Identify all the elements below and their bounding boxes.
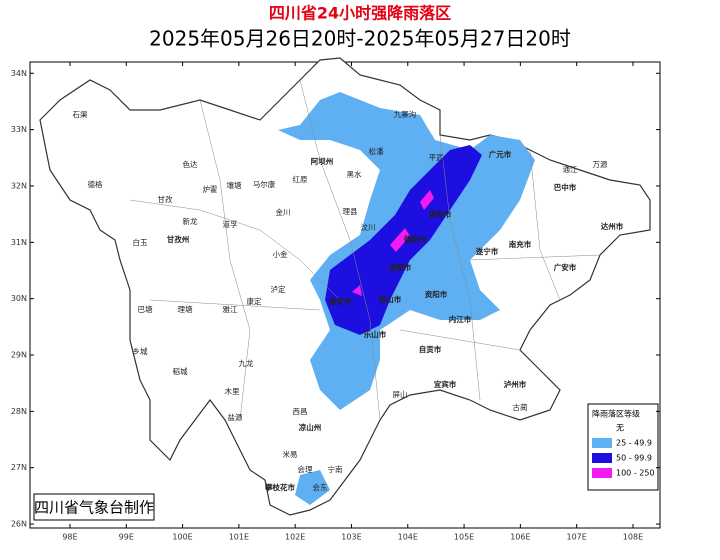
place-label: 汶川 [361,222,376,232]
place-label: 松潘 [369,146,384,156]
place-label: 德格 [88,179,103,189]
place-label: 会理 [298,464,313,474]
legend-swatch [592,468,612,478]
place-label: 理县 [343,207,358,216]
y-tick-label: 28N [11,407,27,416]
legend-label: 50 - 99.9 [616,454,652,463]
legend-title: 降雨落区等级 [592,409,640,419]
legend-label: 无 [616,424,624,433]
x-tick-label: 105E [454,533,474,542]
county-borders [129,79,601,421]
place-label: 甘孜 [158,194,173,204]
x-tick-label: 103E [341,533,361,542]
place-label: 广元市 [489,149,512,159]
x-tick-label: 107E [567,533,587,542]
place-label: 资阳市 [425,289,448,299]
y-tick-label: 34N [11,69,27,78]
map-title: 四川省24小时强降雨落区 [269,4,451,23]
place-label: 凉山州 [299,422,322,432]
place-label: 宜宾市 [434,379,457,389]
place-label: 阿坝州 [311,156,334,166]
place-label: 理塘 [178,304,193,314]
place-label: 眉山市 [379,294,402,304]
place-label: 乡城 [133,347,148,356]
y-tick-label: 30N [11,294,27,303]
place-label: 雅江 [223,304,238,314]
place-label: 巴塘 [138,304,153,314]
x-tick-label: 98E [62,533,77,542]
place-label: 西昌 [293,407,308,416]
place-label: 泸州市 [504,379,527,389]
place-label: 木里 [225,386,240,396]
place-label: 德阳市 [404,234,427,244]
x-tick-label: 104E [398,533,418,542]
place-label: 红原 [293,174,308,184]
legend-swatch [592,453,612,463]
y-tick-label: 29N [11,351,27,360]
place-label: 新龙 [183,216,198,226]
credit-box [33,493,155,521]
place-label: 古蔺 [513,402,528,412]
place-label: 遂宁市 [476,246,499,256]
place-label: 绵阳市 [429,209,452,219]
place-label: 泸定 [271,284,286,294]
rain-zone-100 [352,190,434,296]
y-tick-label: 27N [11,463,27,472]
x-tick-label: 102E [285,533,305,542]
place-label: 米易 [283,449,298,459]
place-label: 成都市 [389,262,412,272]
place-label: 南充市 [509,239,532,249]
place-label: 广安市 [554,262,577,272]
place-label: 巴中市 [554,182,577,192]
place-label: 白玉 [133,237,148,247]
place-label: 石渠 [73,109,88,119]
x-tick-label: 108E [623,533,643,542]
place-label: 屏山 [393,389,408,399]
place-label: 平武 [429,152,444,162]
x-tick-label: 101E [229,533,249,542]
place-label: 康定 [247,296,262,306]
place-label: 盐源 [228,412,243,422]
map-subtitle: 2025年05月26日20时-2025年05月27日20时 [149,27,571,51]
place-label: 马尔康 [253,179,276,189]
place-label: 小金 [273,249,288,259]
legend-label: 100 - 250 [616,469,655,478]
rain-zone-25 [278,92,535,505]
place-label: 九龙 [239,358,254,368]
legend-label: 25 - 49.9 [616,439,652,448]
place-label: 达州市 [601,221,624,231]
place-label: 炉霍 [203,184,218,194]
place-label: 内江市 [449,314,472,324]
place-label: 乐山市 [364,329,387,339]
place-label: 宁南 [328,464,343,474]
legend-swatch [592,438,612,448]
place-label: 九寨沟 [394,109,417,119]
x-tick-label: 106E [510,533,530,542]
place-label: 稻城 [173,366,188,376]
place-label: 会东 [313,482,328,492]
place-label: 通江 [563,164,578,174]
place-label: 自贡市 [419,344,442,354]
place-label: 道孚 [223,219,238,229]
place-label: 雅安市 [329,296,352,306]
place-label: 黑水 [347,169,362,179]
place-label: 壤塘 [227,180,242,190]
place-label: 攀枝花市 [264,482,295,492]
y-tick-label: 31N [11,238,27,247]
place-label: 甘孜州 [167,234,190,244]
place-label: 色达 [183,159,198,169]
x-tick-label: 99E [119,533,134,542]
y-tick-label: 32N [11,181,27,190]
x-tick-label: 100E [172,533,192,542]
place-label: 金川 [276,207,291,217]
credit: 四川省气象台制作 [34,499,154,517]
y-tick-label: 26N [11,520,27,529]
y-tick-label: 33N [11,125,27,134]
place-label: 万源 [593,160,608,169]
